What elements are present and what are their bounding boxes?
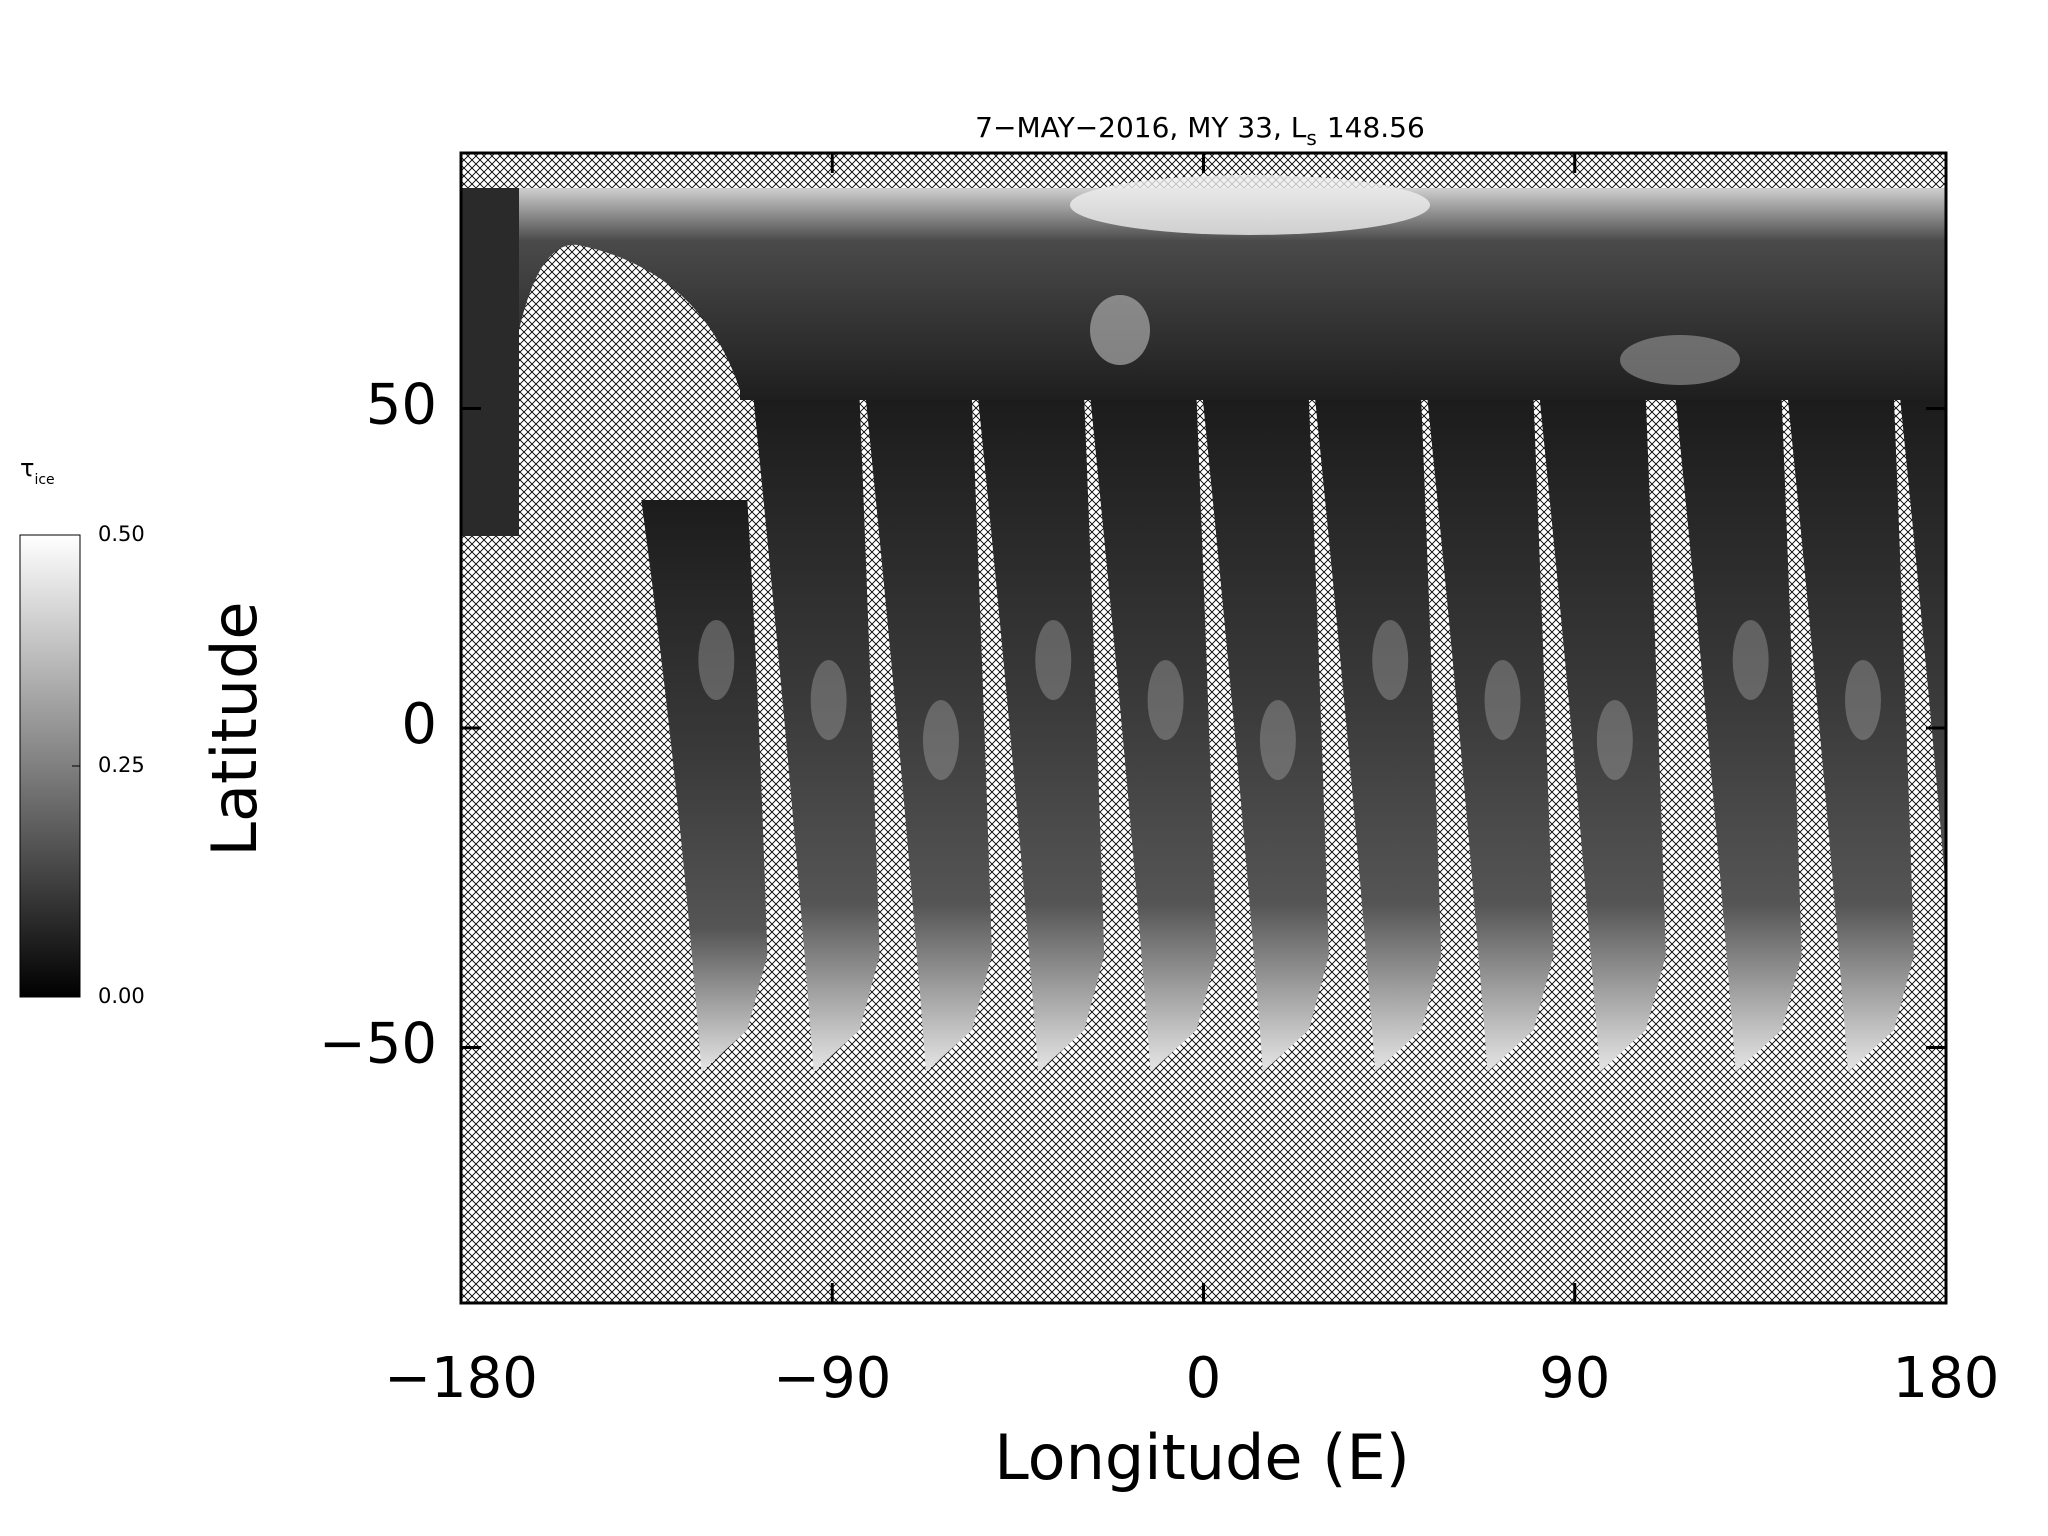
cloud: [1259, 700, 1296, 780]
cloud: [922, 700, 959, 780]
west-gap: [519, 244, 740, 540]
y-axis-label: Latitude: [198, 601, 271, 856]
swath: [1202, 400, 1329, 1072]
title-subscript: s: [1306, 126, 1316, 150]
y-tick-label: 0: [401, 692, 437, 757]
cloud: [1620, 335, 1740, 385]
swath: [978, 400, 1105, 1072]
swath: [865, 400, 992, 1072]
x-tick-label: −90: [773, 1346, 891, 1411]
colorbar-tick-label: 0.00: [98, 984, 145, 1008]
x-tick-label: 180: [1893, 1346, 2000, 1411]
swath: [1315, 400, 1442, 1072]
swath: [641, 500, 768, 1072]
colorbar-tick-label: 0.25: [98, 753, 145, 777]
cloud: [1147, 660, 1184, 740]
swath: [1427, 400, 1554, 1072]
x-tick-label: 0: [1186, 1346, 1222, 1411]
polar-cloud: [1070, 175, 1430, 235]
y-tick-label: 50: [366, 373, 437, 438]
x-tick-label: −180: [384, 1346, 538, 1411]
colorbar-label: τice: [20, 454, 55, 488]
cloud: [1957, 700, 1993, 780]
swath: [1539, 400, 1666, 1072]
cloud: [810, 660, 847, 740]
cloud: [698, 620, 735, 700]
cloud: [1090, 295, 1150, 365]
cloud: [1372, 620, 1409, 700]
cloud: [1035, 620, 1072, 700]
colorbar-tick-label: 0.50: [98, 522, 145, 546]
colorbar-symbol: τ: [20, 454, 34, 482]
west-edge-swath: [461, 188, 519, 536]
map-title: 7−MAY−2016, MY 33, Ls 148.56: [975, 111, 1425, 150]
swath: [753, 400, 880, 1072]
cloud: [1596, 700, 1633, 780]
swath: [1675, 400, 1802, 1072]
y-tick-label: −50: [319, 1012, 437, 1077]
swath: [1900, 400, 1946, 892]
colorbar-subscript: ice: [34, 472, 54, 488]
cloud: [1844, 660, 1881, 740]
cloud: [1484, 660, 1521, 740]
swath: [1090, 400, 1217, 1072]
swaths: [461, 175, 1993, 1072]
x-axis-label: Longitude (E): [994, 1421, 1410, 1494]
colorbar: [19, 534, 81, 998]
title-text: 7−MAY−2016, MY 33, L: [975, 111, 1307, 144]
x-tick-label: 90: [1539, 1346, 1610, 1411]
swath: [1787, 400, 1914, 1072]
north-polar-band: [461, 188, 1946, 400]
title-suffix: 148.56: [1327, 111, 1425, 144]
cloud: [1732, 620, 1769, 700]
